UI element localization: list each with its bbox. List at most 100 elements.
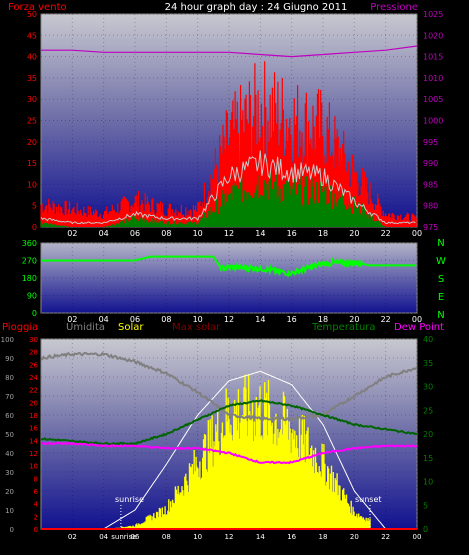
rain-tick-label: 8: [34, 475, 38, 483]
direction-tick-label: 90: [27, 292, 37, 301]
compass-label: E: [438, 292, 444, 303]
rain-tick-label: 26: [29, 361, 38, 369]
x-tick-label: 14: [255, 315, 265, 324]
x-tick-label: 10: [193, 533, 202, 541]
rain-tick-label: 24: [29, 374, 38, 382]
compass-label: S: [438, 274, 444, 285]
dew-point-label: Dew Point: [394, 322, 444, 333]
wind-tick-label: 10: [27, 180, 37, 189]
x-tick-label: 08: [162, 533, 171, 541]
humidity-tick-label: 90: [5, 355, 14, 363]
x-tick-label: 00: [412, 229, 422, 238]
x-tick-label: sunrise: [111, 533, 136, 541]
direction-tick-label: 180: [22, 274, 37, 283]
x-tick-label: 04: [99, 315, 109, 324]
x-tick-label: 12: [224, 229, 234, 238]
x-tick-label: 04: [99, 533, 108, 541]
rain-tick-label: 18: [29, 412, 38, 420]
x-tick-label: 06: [130, 229, 140, 238]
rain-label: Pioggia: [2, 322, 38, 333]
temperature-tick-label: 0: [423, 525, 428, 534]
wind-tick-label: 5: [32, 202, 37, 211]
max-solar-label: Max solar: [172, 322, 221, 333]
chart-title: 24 hour graph day : 24 Giugno 2011: [165, 2, 348, 13]
rain-tick-label: 4: [34, 501, 39, 509]
wind-tick-label: 50: [27, 10, 37, 19]
wind-gust-series: [40, 61, 417, 227]
temperature-tick-label: 30: [423, 383, 433, 392]
wind-mean-series: [40, 150, 416, 225]
humidity-tick-label: 40: [5, 450, 14, 458]
pressure-tick-label: 975: [423, 223, 438, 232]
humidity-tick-label: 80: [5, 374, 14, 382]
temperature-tick-label: 40: [423, 335, 433, 344]
x-tick-label: 14: [255, 229, 265, 238]
x-tick-label: 18: [318, 229, 328, 238]
wind-tick-label: 40: [27, 53, 37, 62]
x-tick-label: 14: [256, 533, 265, 541]
x-tick-label: 20: [349, 229, 359, 238]
wind-axis-title: Forza vento: [8, 2, 67, 13]
pressure-tick-label: 985: [423, 180, 438, 189]
humidity-tick-label: 50: [5, 431, 14, 439]
sunset-annotation: sunset: [355, 495, 382, 504]
wind-tick-label: 25: [27, 117, 37, 126]
wind-tick-label: 15: [27, 159, 37, 168]
pressure-tick-label: 995: [423, 138, 438, 147]
solar-label: Solar: [118, 322, 144, 333]
x-tick-label: 16: [287, 315, 297, 324]
humidity-label: Umidita: [66, 322, 105, 333]
direction-tick-label: 270: [22, 257, 37, 266]
compass-label: N: [437, 310, 444, 321]
temperature-tick-label: 10: [423, 478, 433, 487]
rain-tick-label: 20: [29, 399, 38, 407]
rain-tick-label: 12: [29, 450, 38, 458]
x-tick-label: 02: [67, 229, 77, 238]
humidity-tick-label: 10: [5, 507, 14, 515]
sunrise-annotation: sunrise: [115, 495, 144, 504]
pressure-tick-label: 1000: [423, 117, 443, 126]
wind-direction-series: [41, 255, 417, 278]
rain-tick-label: 2: [34, 513, 38, 521]
temperature-tick-label: 5: [423, 501, 428, 510]
wind-tick-label: 45: [27, 31, 37, 40]
temperature-label: Temperatura: [311, 322, 376, 333]
wind-average-series: [40, 169, 386, 227]
rain-tick-label: 0: [34, 526, 38, 534]
x-tick-label: 00: [413, 533, 422, 541]
x-tick-label: 12: [224, 315, 234, 324]
pressure-axis-title: Pressione: [370, 2, 418, 13]
x-tick-label: 16: [287, 229, 297, 238]
x-tick-label: 04: [99, 229, 109, 238]
direction-tick-label: 360: [22, 239, 37, 248]
temperature-tick-label: 35: [423, 359, 433, 368]
pressure-series: [41, 45, 418, 58]
pressure-tick-label: 1005: [423, 95, 443, 104]
rain-tick-label: 28: [29, 349, 38, 357]
x-tick-label: 08: [161, 229, 171, 238]
x-tick-label: 20: [349, 315, 359, 324]
direction-panel: [40, 242, 418, 314]
pressure-tick-label: 1010: [423, 74, 443, 83]
wind-tick-label: 35: [27, 74, 37, 83]
direction-tick-label: 0: [32, 309, 37, 318]
x-tick-label: 00: [412, 315, 422, 324]
wind-tick-label: 0: [32, 223, 37, 232]
pressure-tick-label: 1015: [423, 53, 443, 62]
x-tick-label: 16: [287, 533, 296, 541]
humidity-tick-label: 60: [5, 412, 14, 420]
x-tick-label: 10: [193, 315, 203, 324]
compass-label: W: [436, 256, 446, 267]
pressure-tick-label: 1020: [423, 31, 443, 40]
x-tick-label: 22: [381, 533, 390, 541]
x-tick-label: 08: [161, 315, 171, 324]
x-tick-label: 06: [131, 533, 140, 541]
rain-tick-label: 10: [29, 463, 38, 471]
humidity-tick-label: 70: [5, 393, 14, 401]
humidity-tick-label: 30: [5, 469, 14, 477]
x-tick-label: 18: [319, 533, 328, 541]
x-tick-label: 20: [350, 533, 359, 541]
rain-tick-label: 30: [29, 336, 38, 344]
x-tick-label: 22: [381, 315, 391, 324]
